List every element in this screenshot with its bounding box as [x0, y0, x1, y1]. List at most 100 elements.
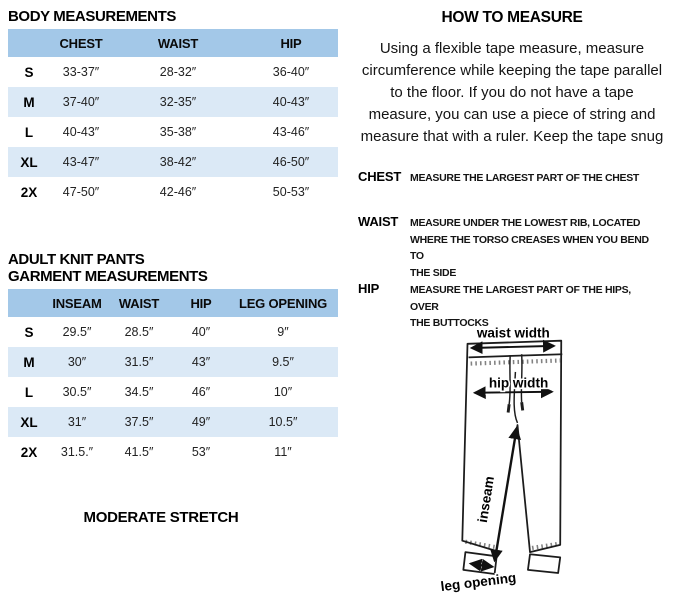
left-cuff-stitching [465, 539, 495, 549]
left-cuff [462, 551, 498, 575]
table-header: CHEST WAIST HIP [8, 29, 338, 57]
col-leg-opening: LEG OPENING [238, 295, 328, 311]
drawstring-left-aglet [506, 404, 511, 413]
pants-measurement-diagram: waist width hip width inseam leg opening [438, 324, 563, 596]
waist-width-label: waist width [476, 326, 550, 341]
fly-seam [513, 371, 519, 424]
waist-value: 38-42″ [159, 155, 197, 169]
waistband-stitching [470, 358, 561, 366]
inseam-value: 30.5″ [62, 385, 92, 399]
diagram-labels: waist width hip width inseam leg opening [438, 324, 551, 596]
leg-opening-arrow [468, 558, 495, 572]
size-label: 2X [20, 444, 38, 460]
waist-value: 35-38″ [159, 125, 197, 139]
leg-opening-value: 9″ [277, 325, 289, 339]
waist-value: 32-35″ [159, 95, 197, 109]
inseam-value: 29.5″ [62, 325, 92, 339]
hip-value: 40-43″ [272, 95, 310, 109]
definition-text: MEASURE UNDER THE LOWEST RIB, LOCATED WH… [410, 217, 649, 279]
waist-value: 37.5″ [124, 415, 154, 429]
chest-value: 43-47″ [62, 155, 100, 169]
hip-value: 40″ [191, 325, 211, 339]
inseam-label: inseam [475, 475, 497, 523]
waist-value: 28.5″ [124, 325, 154, 339]
leg-opening-value: 10″ [273, 385, 293, 399]
size-label: S [24, 324, 34, 340]
waist-value: 41.5″ [124, 445, 154, 459]
hip-value: 36-40″ [272, 65, 310, 79]
waist-value: 42-46″ [159, 185, 197, 199]
col-waist: WAIST [157, 35, 199, 51]
table-row: S 33-37″ 28-32″ 36-40″ [8, 57, 338, 87]
definition-label: WAIST [358, 214, 399, 229]
chest-value: 37-40″ [62, 95, 100, 109]
col-waist: WAIST [118, 295, 160, 311]
body-measurements-title: BODY MEASUREMENTS [8, 8, 176, 25]
size-label: XL [20, 414, 38, 430]
col-hip: HIP [280, 35, 302, 51]
definition-text: MEASURE THE LARGEST PART OF THE CHEST [410, 172, 640, 184]
garment-measurements-title: ADULT KNIT PANTS GARMENT MEASUREMENTS [8, 251, 208, 285]
garment-title-line1: ADULT KNIT PANTS [8, 251, 145, 268]
hip-width-arrow [472, 385, 554, 400]
hip-value: 49″ [191, 415, 211, 429]
table-row: M 30″ 31.5″ 43″ 9.5″ [8, 347, 338, 377]
col-hip: HIP [190, 295, 212, 311]
hip-value: 53″ [191, 445, 211, 459]
table-row: XL 43-47″ 38-42″ 46-50″ [8, 147, 338, 177]
chest-value: 33-37″ [62, 65, 100, 79]
waist-value: 31.5″ [124, 355, 154, 369]
table-row: 2X 31.5.″ 41.5″ 53″ 11″ [8, 437, 338, 467]
how-to-measure-intro: Using a flexible tape measure, measure c… [360, 40, 664, 145]
size-label: XL [20, 154, 38, 170]
hip-value: 46-50″ [272, 155, 310, 169]
table-row: M 37-40″ 32-35″ 40-43″ [8, 87, 338, 117]
hip-value: 46″ [191, 385, 211, 399]
inseam-value: 30″ [67, 355, 87, 369]
definition-chest: CHEST MEASURE THE LARGEST PART OF THE CH… [358, 169, 660, 187]
size-label: L [24, 124, 34, 140]
chest-value: 40-43″ [62, 125, 100, 139]
leg-opening-label: leg opening [440, 570, 517, 594]
col-inseam: INSEAM [52, 295, 102, 311]
body-measurements-table: CHEST WAIST HIP S 33-37″ 28-32″ 36-40″ M… [8, 29, 338, 207]
waist-value: 28-32″ [159, 65, 197, 79]
size-label: L [24, 384, 34, 400]
leg-opening-value: 9.5″ [272, 355, 294, 369]
definition-waist: WAIST MEASURE UNDER THE LOWEST RIB, LOCA… [358, 214, 660, 281]
hip-value: 43-46″ [272, 125, 310, 139]
stretch-note: MODERATE STRETCH [83, 509, 239, 526]
definition-text: MEASURE THE LARGEST PART OF THE HIPS, OV… [410, 284, 631, 329]
chest-value: 47-50″ [62, 185, 100, 199]
definition-label: CHEST [358, 169, 402, 184]
waist-width-arrow [469, 339, 556, 355]
drawstring-left [508, 355, 511, 405]
drawstring-right-aglet [520, 401, 525, 411]
hip-value: 50-53″ [272, 185, 310, 199]
garment-title-line2: GARMENT MEASUREMENTS [8, 268, 208, 285]
inseam-arrow [490, 426, 522, 563]
table-row: XL 31″ 37.5″ 49″ 10.5″ [8, 407, 338, 437]
col-chest: CHEST [59, 35, 103, 51]
size-label: 2X [20, 184, 38, 200]
inseam-value: 31.5.″ [60, 445, 94, 459]
right-cuff [527, 553, 562, 574]
table-header: INSEAM WAIST HIP LEG OPENING [8, 289, 338, 317]
waist-value: 34.5″ [124, 385, 154, 399]
leg-opening-value: 10.5″ [268, 415, 298, 429]
how-to-measure-title: HOW TO MEASURE [441, 9, 583, 26]
size-label: M [23, 354, 35, 370]
definition-hip: HIP MEASURE THE LARGEST PART OF THE HIPS… [358, 281, 660, 332]
hip-value: 43″ [191, 355, 211, 369]
garment-measurements-table: INSEAM WAIST HIP LEG OPENING S 29.5″ 28.… [8, 289, 338, 467]
hip-width-label: hip width [489, 376, 548, 391]
waistband-seam [468, 353, 563, 359]
table-row: S 29.5″ 28.5″ 40″ 9″ [8, 317, 338, 347]
size-label: M [23, 94, 35, 110]
table-row: L 40-43″ 35-38″ 43-46″ [8, 117, 338, 147]
measurement-arrows [468, 339, 556, 572]
definition-label: HIP [358, 281, 380, 296]
leg-opening-value: 11″ [274, 445, 292, 459]
size-label: S [24, 64, 34, 80]
